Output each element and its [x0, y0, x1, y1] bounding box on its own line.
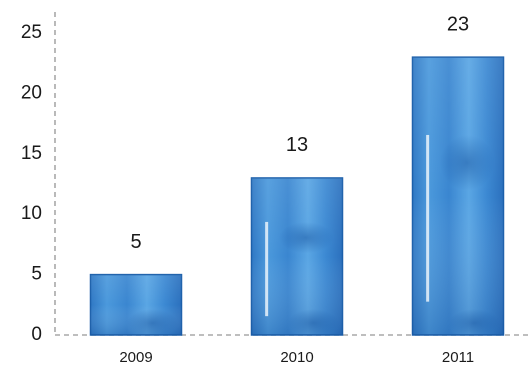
y-tick-label: 5 — [31, 264, 42, 285]
y-tick-label: 0 — [31, 324, 42, 345]
bar-texture — [448, 309, 500, 337]
bar-group — [250, 177, 344, 337]
x-tick-label: 2009 — [119, 349, 152, 366]
y-tick-label: 25 — [21, 22, 42, 43]
bar-value-label: 13 — [286, 134, 308, 156]
bar-group — [411, 56, 505, 337]
y-tick-label: 20 — [21, 82, 42, 103]
bar-texture — [278, 221, 334, 254]
bar-texture — [126, 309, 178, 337]
y-tick-label: 10 — [21, 203, 42, 224]
bar-group — [89, 273, 183, 337]
chart-labels: 0 5 10 15 20 25 5 2009 13 2010 23 2011 — [21, 13, 474, 366]
bar-value-label: 23 — [447, 13, 469, 35]
chart-bars — [89, 56, 505, 337]
x-tick-label: 2010 — [280, 349, 313, 366]
bar-highlight — [426, 134, 430, 302]
y-tick-label: 15 — [21, 143, 42, 164]
bar-highlight — [265, 221, 269, 317]
bar-value-label: 5 — [130, 231, 141, 253]
bar-texture — [439, 134, 495, 191]
bar-texture — [287, 309, 339, 337]
x-tick-label: 2011 — [442, 349, 474, 366]
